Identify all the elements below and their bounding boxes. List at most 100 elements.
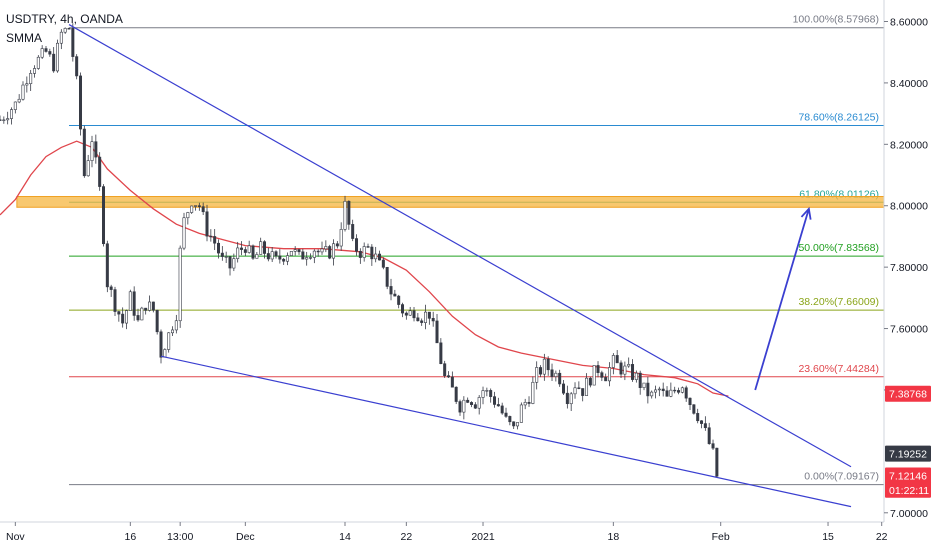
candle-body (443, 363, 447, 376)
candle-body (33, 68, 37, 74)
candle-body (232, 258, 236, 269)
x-tick-label: 15 (822, 531, 834, 543)
candle-body (243, 249, 247, 253)
candle-body (623, 365, 627, 375)
projection-arrow-head (800, 206, 812, 220)
candle-body (397, 295, 401, 305)
candle-body (213, 236, 217, 244)
candle-body (174, 320, 178, 331)
candle-body (6, 118, 10, 121)
candle-body (493, 396, 497, 405)
indicator-label: SMMA (6, 31, 42, 45)
candle-body (274, 251, 278, 257)
candle-body (59, 31, 63, 44)
candle-body (401, 304, 405, 314)
candle-body (0, 119, 2, 121)
candle-body (381, 259, 385, 268)
candle-body (646, 382, 650, 397)
candle-body (144, 307, 148, 311)
candle-body (335, 243, 339, 247)
candle-body (650, 391, 654, 397)
candle-body (362, 246, 366, 258)
candle-body (527, 401, 531, 404)
candle-body (669, 389, 673, 397)
candle-body (102, 186, 106, 245)
candle-body (94, 141, 98, 158)
candle-body (684, 387, 688, 399)
candle-body (627, 364, 631, 367)
candle-body (105, 243, 109, 288)
candle-body (523, 401, 527, 406)
candle-body (201, 206, 205, 213)
candle-body (573, 387, 577, 395)
candle-body (217, 242, 221, 254)
candle-body (389, 286, 393, 295)
candle-body (40, 48, 44, 58)
candle-body (339, 229, 343, 247)
candle-body (393, 293, 397, 297)
candle-body (661, 388, 665, 392)
candle-body (247, 245, 251, 253)
candle-body (293, 249, 297, 252)
candle-body (485, 390, 489, 392)
candle-body (171, 329, 175, 334)
trendline (68, 24, 852, 468)
candle-body (427, 311, 431, 319)
candle-body (13, 101, 17, 110)
candle-body (565, 392, 569, 405)
candle-body (608, 367, 612, 382)
fib-label: 50.00%(7.83568) (798, 242, 879, 254)
price-badge-label: 7.19252 (889, 449, 927, 461)
price-badge-label: 7.38768 (889, 389, 927, 401)
smma-path (0, 140, 729, 397)
candle-body (148, 301, 152, 311)
y-tick-label: 7.60000 (890, 324, 928, 336)
candle-body (577, 387, 581, 389)
x-tick-label: 22 (401, 531, 413, 543)
resistance-zone (16, 196, 885, 208)
candle-body (305, 257, 309, 260)
candle-body (680, 387, 684, 393)
candle-body (297, 249, 301, 253)
y-tick-label: 8.00000 (890, 201, 928, 213)
candle-body (466, 399, 470, 403)
candles (0, 23, 719, 478)
candle-body (473, 404, 477, 409)
candle-body (10, 109, 14, 119)
candle-body (420, 320, 424, 323)
candle-body (504, 412, 508, 417)
candle-body (588, 377, 592, 386)
candle-body (592, 365, 596, 386)
fib-label: 0.00%(7.09167) (804, 471, 879, 483)
candle-body (435, 320, 439, 344)
candle-body (347, 200, 351, 225)
candle-body (454, 386, 458, 402)
x-tick-label: Nov (6, 531, 25, 543)
y-tick-label: 7.00000 (890, 508, 928, 520)
candle-body (519, 404, 523, 423)
price-badge (885, 481, 931, 498)
candle-body (604, 377, 608, 382)
candle-body (512, 421, 516, 427)
y-tick-label: 8.40000 (890, 78, 928, 90)
candle-body (56, 42, 60, 72)
candle-body (309, 257, 313, 259)
candle-body (489, 390, 493, 397)
trendlines (68, 24, 852, 508)
candle-body (270, 251, 274, 260)
candle-body (496, 404, 500, 407)
price-badge-label: 01:22:11 (889, 485, 929, 497)
candle-body (52, 53, 56, 72)
y-tick-label: 8.60000 (890, 16, 928, 28)
candle-body (121, 313, 125, 324)
candle-body (366, 246, 370, 248)
candle-body (343, 200, 347, 230)
candle-body (194, 205, 198, 207)
candle-body (132, 291, 136, 316)
candle-body (458, 401, 462, 413)
candle-body (715, 447, 719, 477)
candle-body (190, 205, 194, 213)
fib-label: 23.60%(7.44284) (798, 363, 879, 375)
x-tick-label: 18 (608, 531, 620, 543)
